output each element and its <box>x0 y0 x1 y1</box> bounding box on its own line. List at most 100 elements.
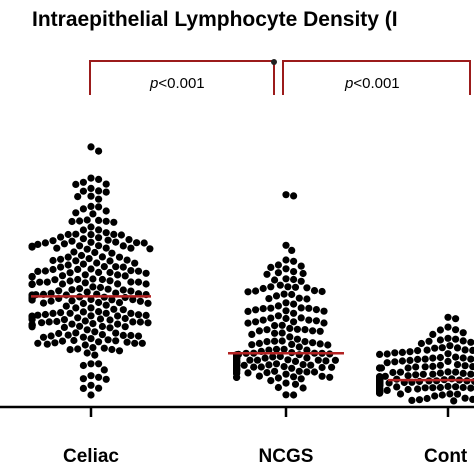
category-label-cont: Cont <box>424 446 468 467</box>
data-point <box>269 353 277 361</box>
data-point <box>391 358 399 366</box>
data-point <box>102 309 110 317</box>
data-point <box>469 395 474 403</box>
data-point <box>79 299 87 308</box>
data-point <box>34 267 42 275</box>
data-point <box>303 368 311 376</box>
data-point <box>244 307 252 315</box>
data-point <box>89 210 97 218</box>
category-label-ncgs: NCGS <box>259 446 314 467</box>
data-point <box>72 180 80 188</box>
data-point <box>79 384 87 392</box>
data-point <box>98 322 106 331</box>
data-point <box>393 383 401 391</box>
data-point <box>64 230 72 239</box>
data-point <box>417 339 425 348</box>
data-point <box>87 143 95 151</box>
data-point <box>381 372 389 380</box>
data-point <box>331 356 339 364</box>
data-point <box>119 242 127 250</box>
data-point <box>87 304 95 312</box>
data-point <box>259 284 267 293</box>
bracket-celiac-ncgs <box>89 60 275 95</box>
data-point <box>431 344 439 352</box>
data-point <box>297 304 305 312</box>
data-point <box>436 353 444 362</box>
data-point <box>444 368 452 376</box>
data-point <box>398 348 406 356</box>
data-point <box>87 238 95 246</box>
data-point <box>252 306 260 314</box>
p-value-label-2: p<0.001 <box>344 75 400 92</box>
data-point <box>290 391 298 399</box>
data-point <box>102 217 110 225</box>
significance-brackets: p<0.001 p<0.001 <box>89 59 471 95</box>
data-point <box>274 269 282 277</box>
data-point <box>459 337 467 345</box>
data-point <box>271 276 279 284</box>
data-point <box>301 338 309 346</box>
data-point <box>267 263 275 271</box>
data-point <box>47 289 55 297</box>
data-point <box>423 394 431 403</box>
data-point <box>280 363 288 371</box>
data-point <box>452 335 460 343</box>
data-point <box>121 323 129 331</box>
data-point <box>326 373 334 381</box>
data-point <box>129 296 137 304</box>
data-point <box>115 299 124 307</box>
data-point <box>282 379 290 387</box>
data-point <box>72 304 80 312</box>
data-point <box>127 331 135 340</box>
data-point <box>290 309 298 317</box>
category-label-celiac: Celiac <box>63 446 119 467</box>
data-point <box>72 230 80 238</box>
data-point <box>278 321 286 329</box>
data-point <box>66 269 74 277</box>
data-point <box>87 202 95 210</box>
data-point <box>282 370 290 378</box>
data-point <box>106 268 114 277</box>
data-point <box>89 283 97 291</box>
data-point <box>114 271 122 279</box>
data-point <box>282 391 290 399</box>
data-point <box>291 380 300 388</box>
data-point <box>459 329 467 337</box>
data-point <box>429 330 437 338</box>
data-point <box>282 241 290 249</box>
data-point <box>431 392 439 400</box>
data-point <box>87 360 95 368</box>
data-point <box>452 315 460 323</box>
data-point <box>108 345 116 354</box>
data-point <box>301 326 309 334</box>
data-point <box>142 269 150 277</box>
data-point <box>79 178 87 186</box>
data-point <box>66 277 74 285</box>
data-point <box>142 280 150 288</box>
data-point <box>452 368 460 376</box>
data-point <box>282 265 290 273</box>
data-point <box>290 300 298 308</box>
data-point <box>106 316 114 324</box>
data-point <box>328 363 336 371</box>
data-point <box>74 345 82 353</box>
data-point <box>95 298 103 307</box>
data-point <box>404 364 412 372</box>
data-point <box>57 263 65 271</box>
data-point <box>255 339 263 347</box>
data-point <box>253 356 262 364</box>
data-point <box>127 244 135 252</box>
data-point <box>98 253 106 261</box>
data-point <box>102 180 110 188</box>
data-point <box>112 289 120 297</box>
data-point <box>257 363 265 371</box>
data-point <box>461 362 469 370</box>
data-point <box>309 339 317 347</box>
data-point <box>140 239 148 247</box>
data-point <box>248 330 256 338</box>
data-point <box>438 344 446 352</box>
data-point <box>467 370 474 378</box>
data-point <box>68 286 76 294</box>
data-point <box>444 313 452 321</box>
data-point <box>261 354 269 362</box>
